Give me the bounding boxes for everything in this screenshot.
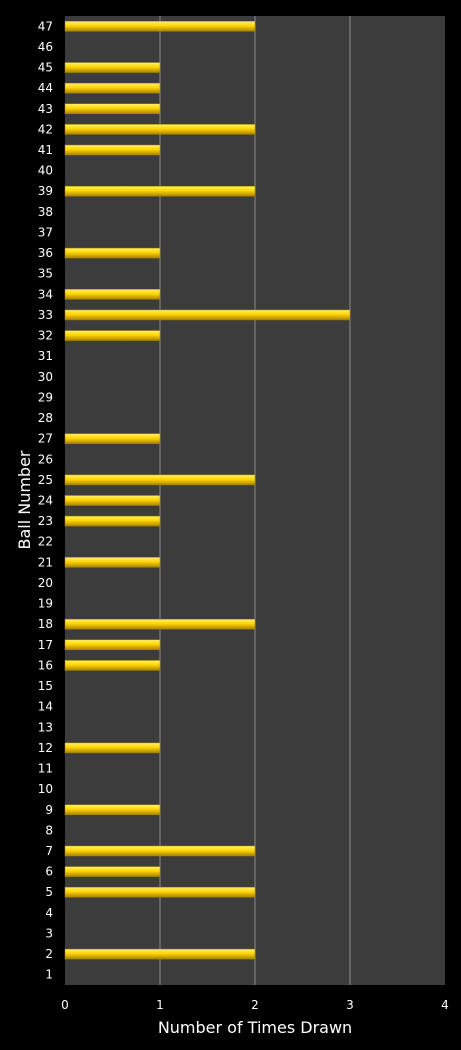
y-axis-title: Ball Number bbox=[15, 450, 34, 549]
y-tick-label: 27 bbox=[38, 432, 53, 446]
bar-ball-12 bbox=[64, 742, 161, 754]
bar-ball-7 bbox=[64, 845, 256, 857]
y-tick-label: 6 bbox=[45, 865, 53, 879]
y-tick-label: 17 bbox=[38, 638, 53, 652]
bar-ball-36 bbox=[64, 247, 161, 259]
bar-ball-9 bbox=[64, 804, 161, 816]
y-tick-label: 28 bbox=[38, 411, 53, 425]
y-tick-label: 16 bbox=[38, 658, 53, 672]
y-tick-label: 5 bbox=[45, 885, 53, 899]
bar-ball-24 bbox=[64, 495, 161, 506]
bar-ball-2 bbox=[64, 948, 256, 960]
bar-ball-17 bbox=[64, 639, 161, 651]
y-tick-label: 30 bbox=[38, 370, 53, 384]
bar-ball-33 bbox=[64, 309, 351, 321]
y-tick-label: 47 bbox=[38, 19, 53, 33]
bar-ball-16 bbox=[64, 660, 161, 671]
y-tick-label: 40 bbox=[38, 164, 53, 178]
x-tick-label: 3 bbox=[346, 998, 354, 1012]
bar-ball-47 bbox=[64, 21, 256, 32]
bar-ball-39 bbox=[64, 185, 256, 197]
bar-ball-41 bbox=[64, 144, 161, 156]
y-tick-label: 25 bbox=[38, 473, 53, 487]
y-tick-label: 33 bbox=[38, 308, 53, 322]
y-tick-label: 1 bbox=[45, 968, 53, 982]
bar-ball-23 bbox=[64, 515, 161, 527]
y-tick-label: 35 bbox=[38, 267, 53, 281]
x-tick-label: 4 bbox=[441, 998, 449, 1012]
bar-ball-42 bbox=[64, 124, 256, 135]
y-tick-label: 45 bbox=[38, 61, 53, 75]
x-tick-label: 2 bbox=[251, 998, 259, 1012]
y-tick-label: 39 bbox=[38, 184, 53, 198]
y-tick-label: 24 bbox=[38, 494, 53, 508]
bar-ball-45 bbox=[64, 62, 161, 73]
y-tick-label: 42 bbox=[38, 122, 53, 136]
y-tick-label: 32 bbox=[38, 329, 53, 343]
y-tick-label: 8 bbox=[45, 823, 53, 837]
y-tick-label: 7 bbox=[45, 844, 53, 858]
bar-ball-6 bbox=[64, 866, 161, 877]
y-tick-label: 46 bbox=[38, 40, 53, 54]
y-tick-label: 13 bbox=[38, 720, 53, 734]
bar-ball-43 bbox=[64, 103, 161, 115]
y-tick-label: 38 bbox=[38, 205, 53, 219]
x-axis-title: Number of Times Drawn bbox=[158, 1018, 352, 1037]
bars bbox=[64, 21, 351, 960]
y-tick-label: 11 bbox=[38, 762, 53, 776]
y-tick-labels: 1234567891011121314151617181920212223242… bbox=[38, 19, 53, 981]
bar-ball-27 bbox=[64, 433, 161, 444]
y-tick-label: 31 bbox=[38, 349, 53, 363]
x-tick-label: 1 bbox=[156, 998, 164, 1012]
y-tick-label: 44 bbox=[38, 81, 53, 95]
y-tick-label: 4 bbox=[45, 906, 53, 920]
y-tick-label: 21 bbox=[38, 555, 53, 569]
bar-ball-18 bbox=[64, 618, 256, 630]
y-tick-label: 10 bbox=[38, 782, 53, 796]
y-tick-label: 22 bbox=[38, 535, 53, 549]
y-tick-label: 19 bbox=[38, 597, 53, 611]
bar-ball-25 bbox=[64, 474, 256, 486]
y-tick-label: 12 bbox=[38, 741, 53, 755]
y-tick-label: 23 bbox=[38, 514, 53, 528]
bar-ball-21 bbox=[64, 557, 161, 568]
y-tick-label: 43 bbox=[38, 102, 53, 116]
y-tick-label: 15 bbox=[38, 679, 53, 693]
bar-ball-5 bbox=[64, 886, 256, 898]
y-tick-label: 20 bbox=[38, 576, 53, 590]
y-tick-label: 41 bbox=[38, 143, 53, 157]
y-tick-label: 37 bbox=[38, 225, 53, 239]
y-tick-label: 34 bbox=[38, 287, 53, 301]
bar-ball-34 bbox=[64, 289, 161, 300]
y-tick-label: 9 bbox=[45, 803, 53, 817]
y-tick-label: 18 bbox=[38, 617, 53, 631]
bar-ball-44 bbox=[64, 82, 161, 94]
y-tick-label: 36 bbox=[38, 246, 53, 260]
y-tick-label: 29 bbox=[38, 390, 53, 404]
y-tick-label: 3 bbox=[45, 926, 53, 940]
x-tick-label: 0 bbox=[61, 998, 69, 1012]
x-tick-labels: 0 1 2 3 4 bbox=[61, 998, 449, 1012]
y-tick-label: 14 bbox=[38, 700, 53, 714]
y-tick-label: 26 bbox=[38, 452, 53, 466]
bar-ball-32 bbox=[64, 330, 161, 341]
y-tick-label: 2 bbox=[45, 947, 53, 961]
